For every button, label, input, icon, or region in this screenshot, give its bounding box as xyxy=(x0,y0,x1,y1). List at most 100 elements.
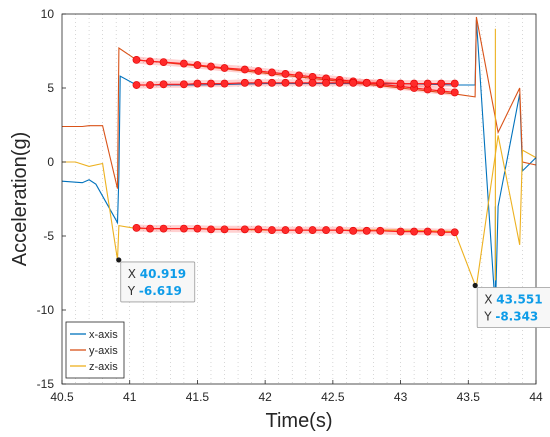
x-tick-label: 43.5 xyxy=(457,390,481,404)
datatip-marker xyxy=(472,282,478,289)
x-tick-label: 42.5 xyxy=(321,390,345,404)
y-axis-ticks: -15 -10 -5 0 5 10 xyxy=(37,7,66,391)
y-tick-label: -10 xyxy=(37,303,55,317)
x-tick-label: 41 xyxy=(123,390,137,404)
brushed-point xyxy=(146,81,154,89)
brushed-point xyxy=(450,79,459,88)
datatip-x-value: 40.919 xyxy=(140,267,186,281)
y-tick-label: -15 xyxy=(37,377,55,391)
brushed-point xyxy=(410,79,419,88)
brushed-point xyxy=(349,78,358,87)
brushed-point xyxy=(281,70,290,78)
brushed-point xyxy=(437,87,446,95)
brushed-point xyxy=(362,226,371,235)
brushed-point xyxy=(396,227,405,236)
brushed-point xyxy=(349,226,358,235)
plot-frame xyxy=(61,13,537,385)
brushed-point xyxy=(295,226,303,234)
brushed-point xyxy=(362,78,371,87)
brushed-point xyxy=(410,227,419,236)
brushed-point xyxy=(193,61,202,69)
x-axis-ticks: 40.5 41 41.5 42 42.5 43 43.5 44 xyxy=(50,380,543,404)
brushed-point xyxy=(295,71,303,80)
brushed-point xyxy=(308,78,317,87)
datatip-x-label: X xyxy=(128,267,140,281)
brushed-point xyxy=(268,226,276,234)
datatip-marker xyxy=(116,257,122,263)
x-tick-label: 43 xyxy=(394,390,408,404)
datatip-y-row: Y -8.343 xyxy=(483,309,538,323)
brushed-point xyxy=(335,226,344,234)
brushed-point xyxy=(268,78,276,87)
datatip-x-value: 43.551 xyxy=(496,292,542,306)
brushed-point xyxy=(396,79,405,88)
brushed-point xyxy=(207,79,215,88)
brushed-point xyxy=(220,79,229,88)
brushed-point xyxy=(207,62,215,71)
brushed-point xyxy=(295,78,303,87)
brushed-point xyxy=(207,225,215,234)
brushed-point xyxy=(437,228,446,237)
datatip-y-row: Y -6.619 xyxy=(127,284,182,298)
brushed-point xyxy=(193,224,202,233)
y-axis-label: Acceleration(g) xyxy=(9,132,31,267)
x-tick-label: 42 xyxy=(258,390,272,404)
datatip-y-label: Y xyxy=(127,284,139,298)
brushed-point xyxy=(308,226,317,234)
brushed-point xyxy=(146,224,154,233)
datatip-box xyxy=(476,287,550,328)
brushed-point xyxy=(179,80,188,89)
datatip-x-row: X 40.919 xyxy=(128,267,186,281)
brushed-point xyxy=(179,224,188,233)
datatip-x-label: X xyxy=(484,292,496,306)
brushed-point xyxy=(322,226,330,234)
brushed-points xyxy=(132,55,459,237)
brushed-point xyxy=(159,224,168,233)
brushed-point xyxy=(159,58,168,66)
brushed-point xyxy=(132,223,141,232)
x-axis-label: Time(s) xyxy=(265,410,332,432)
legend-label-y-axis: y-axis xyxy=(89,345,118,357)
brushed-point xyxy=(220,225,229,234)
brushed-point xyxy=(268,68,276,77)
x-tick-label: 40.5 xyxy=(50,390,74,404)
brushed-point xyxy=(450,228,459,237)
brushed-point xyxy=(240,78,249,87)
brushed-point xyxy=(423,79,432,88)
brushed-point xyxy=(240,225,249,234)
x-tick-label: 44 xyxy=(529,390,543,404)
y-tick-label: 0 xyxy=(47,155,54,169)
brushed-point xyxy=(179,59,188,68)
datatip-y-value: -8.343 xyxy=(495,309,538,323)
brushed-point xyxy=(193,79,202,88)
x-tick-label: 41.5 xyxy=(186,390,210,404)
brushed-point xyxy=(146,57,154,66)
datatip-box xyxy=(120,261,196,303)
brushed-point xyxy=(281,78,290,87)
brushed-point xyxy=(437,79,446,88)
datatip-y-value: -6.619 xyxy=(139,284,182,298)
datatip-y-label: Y xyxy=(483,309,495,323)
brushed-point xyxy=(376,226,385,235)
brushed-point xyxy=(254,225,263,234)
legend-label-z-axis: z-axis xyxy=(89,361,118,373)
brushed-point xyxy=(423,227,432,236)
brushed-point xyxy=(450,88,459,97)
brushed-point xyxy=(254,67,263,75)
datatip-x-row: X 43.551 xyxy=(484,292,542,306)
legend: x-axis y-axis z-axis xyxy=(65,321,125,379)
brushed-point xyxy=(254,78,263,87)
y-tick-label: 10 xyxy=(41,7,55,21)
brushed-point xyxy=(281,226,290,234)
brushed-point xyxy=(376,78,385,87)
brushed-point xyxy=(220,64,229,72)
brushed-point xyxy=(159,80,168,89)
brushed-point xyxy=(322,78,330,87)
brushed-point xyxy=(132,55,141,64)
brushed-point xyxy=(335,78,344,87)
legend-label-x-axis: x-axis xyxy=(89,329,118,341)
